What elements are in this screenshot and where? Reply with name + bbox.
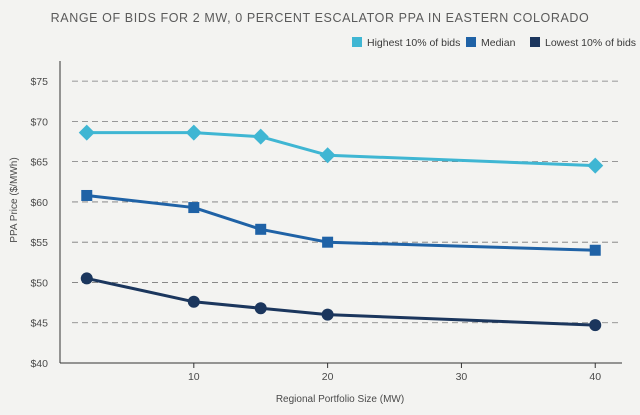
x-tick-label: 10 (188, 371, 200, 383)
data-point (589, 319, 602, 332)
y-axis-label: PPA Price ($/MWh) (9, 157, 20, 242)
data-point (80, 272, 93, 285)
data-point (589, 244, 601, 256)
y-tick-label: $75 (30, 76, 48, 88)
data-point (255, 223, 267, 235)
series-diamond (78, 124, 604, 174)
y-tick-label: $70 (30, 116, 48, 128)
series-line (86, 131, 596, 168)
y-tick-label: $40 (30, 358, 48, 370)
x-axis-label: Regional Portfolio Size (MW) (276, 394, 404, 405)
series-line (86, 276, 596, 327)
data-point (321, 308, 334, 321)
data-point (254, 302, 267, 315)
x-tick-label: 20 (322, 371, 334, 383)
axes: $40 $45 $50 $55 $60 $65 $70 $75 10 20 30 40 (30, 61, 622, 383)
y-tick-label: $55 (30, 237, 48, 249)
legend-swatch (530, 37, 540, 47)
chart-title: RANGE OF BIDS FOR 2 MW, 0 PERCENT ESCALA… (51, 11, 590, 25)
y-tick-label: $45 (30, 318, 48, 330)
y-tick-label: $60 (30, 197, 48, 209)
legend-swatch (466, 37, 476, 47)
legend-swatch (352, 37, 362, 47)
y-tick-label: $65 (30, 157, 48, 169)
data-point (319, 147, 336, 164)
data-point (78, 124, 95, 141)
data-point (187, 295, 200, 308)
x-tick-label: 40 (589, 371, 601, 383)
legend: Highest 10% of bids Median Lowest 10% of b… (352, 37, 636, 49)
data-point (322, 236, 334, 248)
data-point (587, 157, 604, 174)
data-point (81, 189, 93, 201)
legend-label: Highest 10% of bids (367, 37, 460, 49)
legend-label: Lowest 10% of bids (545, 37, 636, 49)
data-point (252, 128, 269, 145)
series-group (78, 124, 604, 332)
data-point (188, 202, 200, 214)
data-point (185, 124, 202, 141)
series-circle (80, 272, 602, 332)
x-tick-label: 30 (456, 371, 468, 383)
y-tick-label: $50 (30, 277, 48, 289)
legend-label: Median (481, 37, 516, 49)
series-square (81, 189, 601, 256)
